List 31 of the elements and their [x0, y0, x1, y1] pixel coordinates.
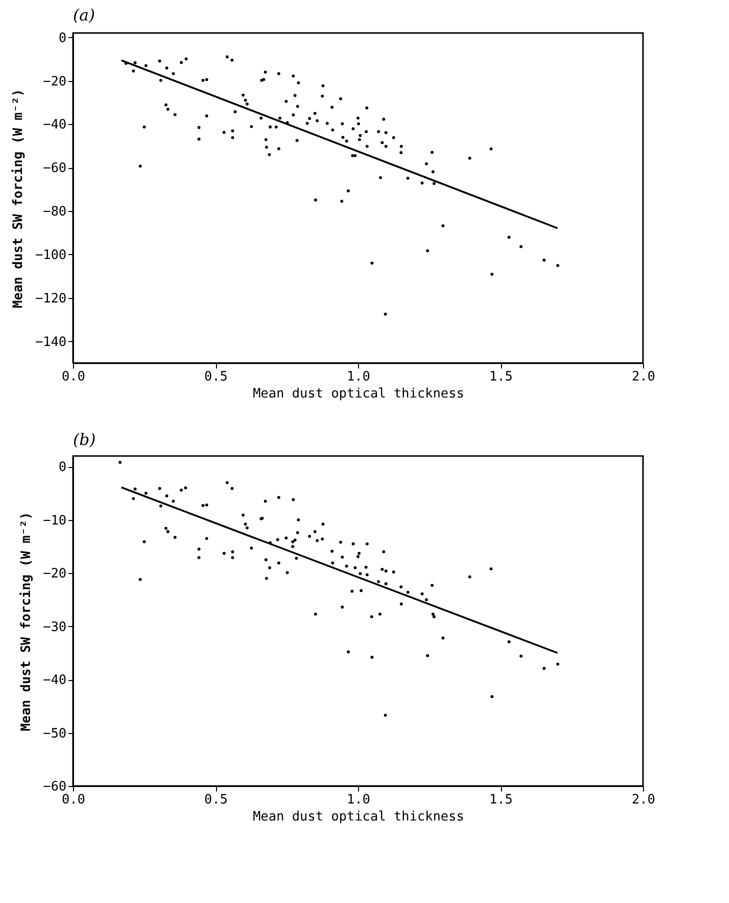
- y-tick-label: −50: [43, 726, 66, 742]
- x-tick-label: 2.0: [632, 792, 656, 808]
- y-tick-label: −120: [35, 291, 66, 306]
- x-tick-label: 0.5: [204, 370, 228, 384]
- y-tick-label: −60: [43, 161, 66, 176]
- chart-title: (b): [73, 430, 96, 449]
- x-tick-label: 1.5: [489, 370, 513, 384]
- y-tick-label: 0: [58, 460, 66, 476]
- y-tick-label: −100: [35, 248, 66, 263]
- y-tick-label: −80: [43, 204, 66, 220]
- y-tick-label: −30: [43, 620, 66, 635]
- x-tick-label: 0.0: [62, 370, 86, 384]
- y-tick-label: −60: [43, 780, 66, 794]
- y-tick-label: 0: [58, 30, 66, 46]
- x-tick-label: 2.0: [632, 370, 656, 384]
- x-axis-title: Mean dust optical thickness: [252, 386, 464, 402]
- y-axis-title: Mean dust SW forcing (W m⁻²): [19, 512, 34, 732]
- y-tick-label: −10: [43, 513, 66, 528]
- y-axis-title: Mean dust SW forcing (W m⁻²): [11, 88, 26, 308]
- x-tick-label: 1.0: [346, 792, 370, 808]
- x-axis-title: Mean dust optical thickness: [252, 810, 464, 824]
- y-tick-label: −40: [43, 118, 66, 133]
- y-tick-label: −20: [43, 566, 66, 582]
- y-tick-label: −20: [43, 74, 66, 90]
- y-tick-label: −40: [43, 673, 66, 688]
- x-tick-label: 0.5: [204, 792, 228, 808]
- x-tick-label: 1.0: [346, 370, 370, 384]
- x-tick-label: 0.0: [62, 792, 86, 808]
- y-tick-label: −140: [35, 334, 66, 350]
- x-tick-label: 1.5: [489, 792, 513, 808]
- chart-title: (a): [73, 5, 96, 24]
